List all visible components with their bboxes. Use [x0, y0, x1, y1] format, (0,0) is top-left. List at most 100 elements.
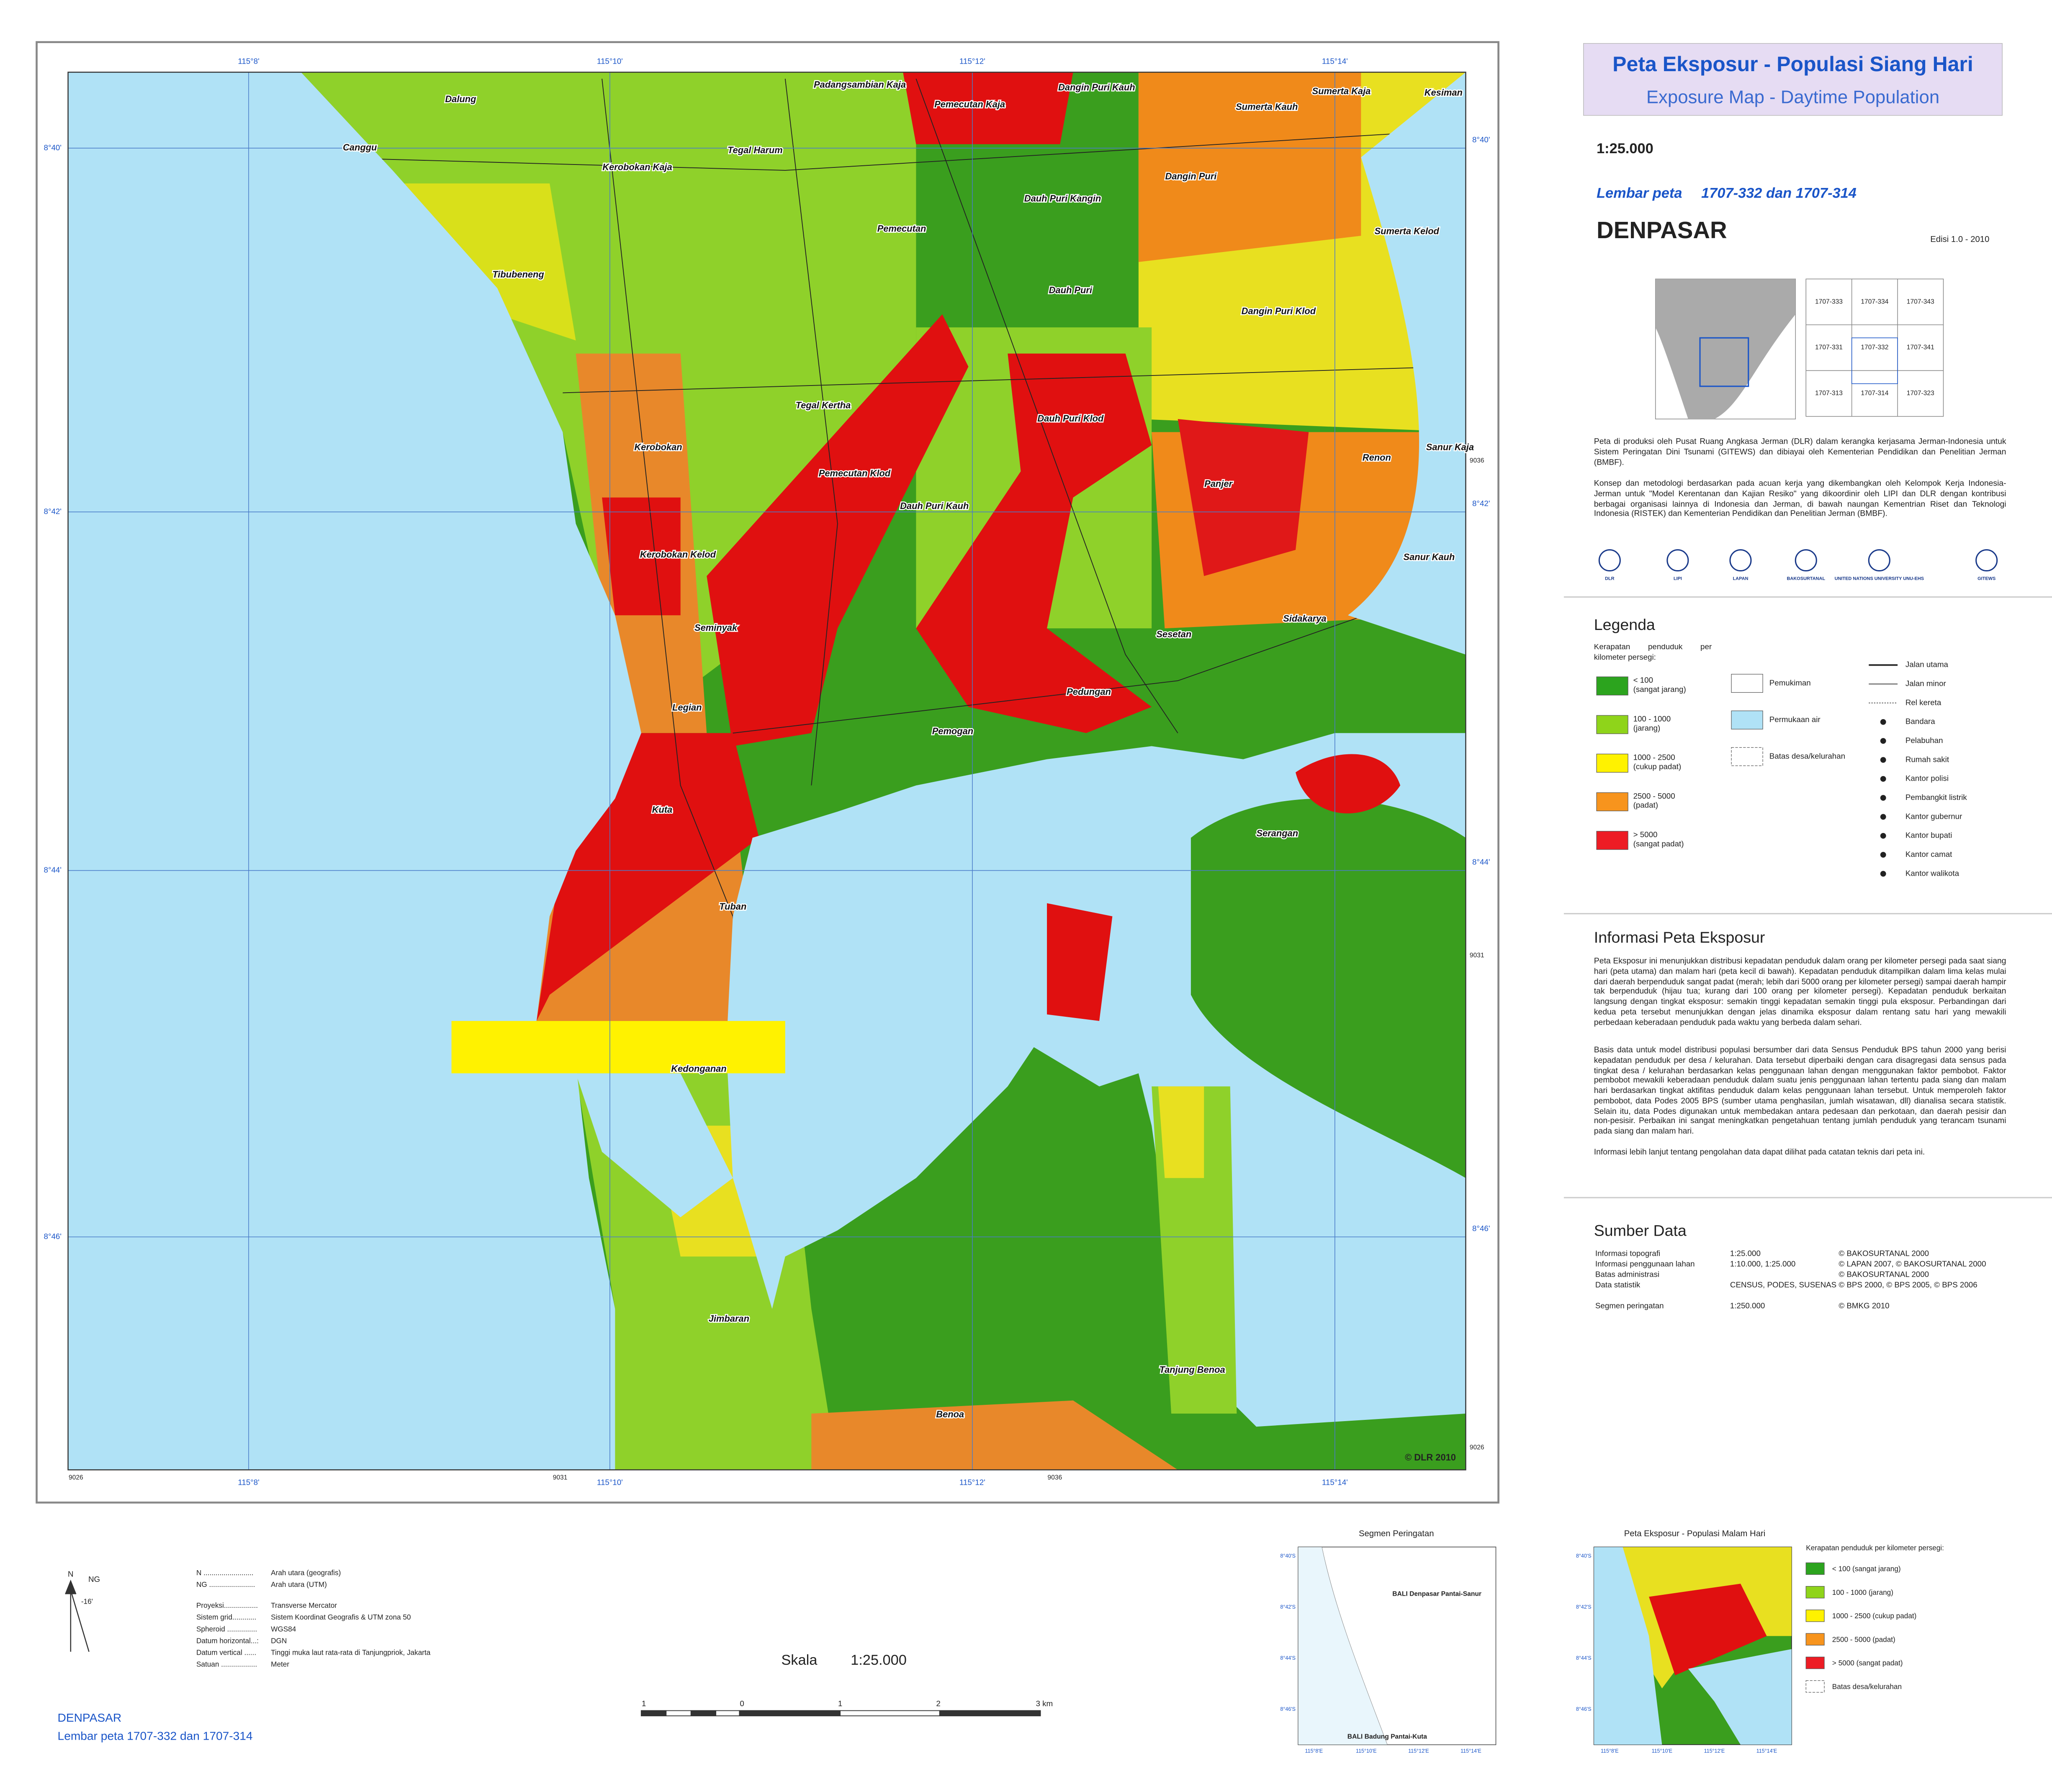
scale-label: Skala — [781, 1652, 818, 1668]
place-name: Dangin Puri Kauh — [1058, 82, 1135, 93]
legend-label: Jalan utama — [1905, 660, 1949, 669]
legend-symbol — [1880, 833, 1886, 839]
source-item: Informasi topografi — [1595, 1249, 1660, 1257]
legend-sublabel: (jarang) — [1633, 723, 1661, 732]
north-arrow — [65, 1579, 90, 1652]
legend-symbol — [1880, 814, 1886, 820]
lat-label: 8°46' — [1472, 1224, 1490, 1233]
utm-label: 9036 — [1470, 457, 1484, 464]
source-scale: 1:10.000, 1:25.000 — [1730, 1259, 1795, 1268]
place-name: Pemecutan Kaja — [934, 99, 1005, 109]
place-name: Tibubeneng — [492, 269, 544, 280]
index-cell: 1707-313 — [1815, 390, 1843, 397]
north-label: NG — [88, 1575, 100, 1584]
logo-label: LIPI — [1674, 576, 1682, 581]
place-name: Dangin Puri Klod — [1242, 306, 1316, 316]
inset-title: Segmen Peringatan — [1359, 1529, 1434, 1538]
place-name: Sanur Kaja — [1426, 442, 1474, 452]
map-border — [67, 72, 1466, 1471]
index-cell: 1707-314 — [1861, 390, 1888, 397]
place-name: Seminyak — [694, 622, 738, 633]
inset-lat: 8°44'S — [1280, 1655, 1296, 1661]
legend-swatch — [1805, 1633, 1825, 1645]
legend-swatch — [1805, 1656, 1825, 1669]
legend-swatch — [1731, 747, 1763, 766]
lat-label: 8°44' — [1472, 858, 1490, 866]
place-name: Dangin Puri — [1165, 171, 1217, 181]
inset-lon: 115°14'E — [1461, 1748, 1481, 1754]
legend-sublabel: (cukup padat) — [1633, 762, 1682, 771]
index-cell: 1707-341 — [1907, 344, 1934, 351]
inset-legend-heading: Kerapatan penduduk per kilometer persegi… — [1806, 1543, 1944, 1552]
inset-lat: 8°40'S — [1576, 1553, 1592, 1559]
lat-label: 8°40' — [1472, 135, 1490, 144]
legend-swatch — [1805, 1562, 1825, 1575]
lon-label: 115°14' — [1322, 57, 1348, 65]
utm-label: 9031 — [553, 1474, 568, 1481]
place-name: Sesetan — [1156, 629, 1191, 640]
info-title: Informasi Peta Eksposur — [1594, 928, 1765, 946]
place-name: Serangan — [1256, 828, 1298, 838]
inset-lon: 115°10'E — [1356, 1748, 1377, 1754]
sheet-label: Lembar peta — [1597, 185, 1682, 201]
index-cell: 1707-331 — [1815, 344, 1843, 351]
info-paragraph: Basis data untuk model distribusi popula… — [1594, 1046, 2006, 1136]
projection-value: Meter — [271, 1660, 289, 1669]
source-origin: © LAPAN 2007, © BAKOSURTANAL 2000 — [1839, 1259, 1986, 1268]
place-name: Pemecutan Klod — [819, 468, 891, 478]
place-name: Pedungan — [1067, 686, 1111, 697]
place-name: Dalung — [445, 94, 476, 104]
legend-label: 2500 - 5000 (padat) — [1832, 1635, 1895, 1643]
projection-value: WGS84 — [271, 1625, 296, 1633]
inset-lon: 115°8'E — [1601, 1748, 1619, 1754]
inset-lat: 8°40'S — [1280, 1553, 1296, 1559]
place-name: Kerobokan Kelod — [640, 549, 716, 560]
scale-tick-label: 1 — [642, 1699, 646, 1708]
inset-lat: 8°44'S — [1576, 1655, 1592, 1661]
subtitle: Exposure Map - Daytime Population — [1646, 87, 1939, 108]
legend-swatch — [1805, 1586, 1825, 1599]
place-name: Kerobokan Kaja — [602, 162, 672, 172]
inset-lat: 8°46'S — [1280, 1706, 1296, 1712]
place-name: Kuta — [652, 805, 673, 815]
legend-swatch — [1596, 676, 1628, 696]
place-name: Sumerta Kaja — [1312, 86, 1371, 96]
legend-label: Rel kereta — [1905, 698, 1941, 707]
place-name: Pemecutan — [877, 223, 926, 234]
scale-tick-label: 1 — [838, 1699, 842, 1708]
projection-value: Tinggi muka laut rata-rata di Tanjungpri… — [271, 1648, 431, 1657]
legend-symbol — [1880, 719, 1886, 725]
source-item: Data statistik — [1595, 1280, 1641, 1289]
inset-night-map — [1593, 1546, 1792, 1745]
projection-key: Datum vertical ...... — [196, 1648, 256, 1657]
info-paragraph: Informasi lebih lanjut tentang pengolaha… — [1594, 1148, 1925, 1157]
title: Peta Eksposur - Populasi Siang Hari — [1612, 52, 1973, 76]
utm-label: 9026 — [1470, 1444, 1484, 1451]
logo-mark — [1795, 549, 1817, 572]
inset-label: BALI Denpasar Pantai-Sanur — [1392, 1590, 1481, 1597]
legend-label: > 5000 (sangat padat) — [1832, 1659, 1903, 1667]
logo-mark — [1729, 549, 1752, 572]
legend-label: Kantor bupati — [1905, 831, 1952, 840]
inset-title: Peta Eksposur - Populasi Malam Hari — [1624, 1529, 1766, 1538]
projection-value: Arah utara (geografis) — [271, 1568, 341, 1577]
index-map — [1655, 278, 1796, 419]
main-map — [68, 72, 1466, 1470]
inset-label: BALI Badung Pantai-Kuta — [1347, 1733, 1427, 1740]
place-name: Tuban — [719, 901, 746, 912]
projection-key: N ......................... — [196, 1568, 254, 1577]
index-grid — [1805, 278, 1944, 417]
projection-key: Datum horizontal...: — [196, 1636, 259, 1645]
legend-label: Pembangkit listrik — [1905, 793, 1967, 802]
legend-label: Jalan minor — [1905, 679, 1946, 688]
intro-paragraph: Konsep dan metodologi berdasarkan pada a… — [1594, 479, 2006, 519]
legend-swatch — [1731, 674, 1763, 693]
legend-label: Pemukiman — [1769, 678, 1811, 687]
legend-swatch — [1596, 753, 1628, 773]
index-cell: 1707-343 — [1907, 298, 1934, 305]
lon-label: 115°12' — [959, 1478, 985, 1487]
utm-label: 9036 — [1047, 1474, 1062, 1481]
logo-mark — [1975, 549, 1998, 572]
lon-label: 115°12' — [959, 57, 985, 65]
place-name: Kedonganan — [671, 1064, 726, 1074]
